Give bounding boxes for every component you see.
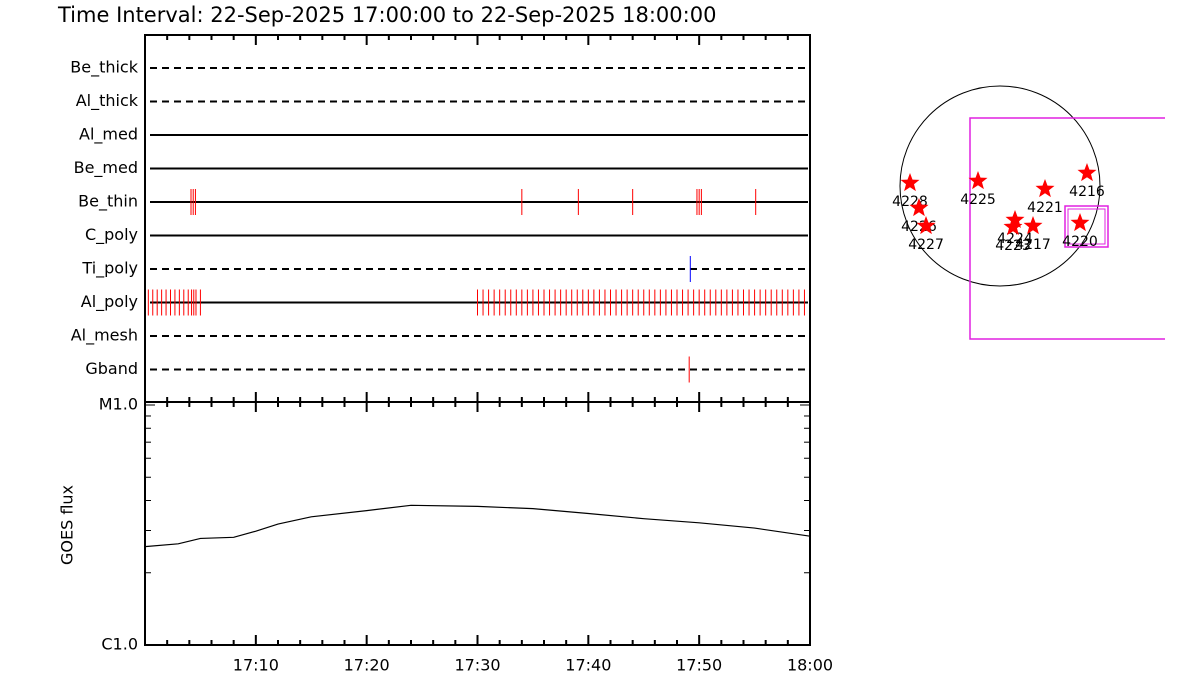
chart-title: Time Interval: 22-Sep-2025 17:00:00 to 2… (57, 3, 716, 27)
row-label: Al_poly (81, 292, 138, 312)
y-tick-label: C1.0 (101, 635, 138, 654)
x-tick-label: 17:10 (233, 656, 279, 675)
region-star (1005, 210, 1025, 228)
region-label: 4220 (1062, 234, 1098, 250)
fov-box (1064, 205, 1109, 248)
x-tick-label: 17:30 (454, 656, 500, 675)
x-tick-label: 18:00 (787, 656, 833, 675)
region-label: 4217 (1015, 237, 1051, 253)
region-star (1003, 217, 1023, 236)
row-label: Ti_poly (81, 259, 138, 279)
x-tick-label: 17:20 (344, 656, 390, 675)
region-star (900, 173, 920, 192)
region-label: 4227 (908, 237, 944, 253)
x-tick-label: 17:40 (565, 656, 611, 675)
row-label: Al_med (79, 125, 138, 145)
row-label: Be_med (74, 158, 138, 178)
region-label: 4226 (901, 219, 937, 235)
region-star (1077, 163, 1097, 182)
row-label: Al_mesh (71, 326, 138, 346)
timeline-frame (144, 34, 811, 403)
region-label: 4221 (1027, 200, 1063, 216)
region-label: 4225 (960, 192, 996, 208)
y-axis-label: GOES flux (58, 485, 77, 565)
row-label: C_poly (85, 225, 138, 245)
region-label: 4216 (1069, 184, 1105, 200)
row-label: Be_thin (78, 192, 138, 212)
row-label: Al_thick (76, 91, 139, 111)
region-star (968, 171, 988, 190)
fov-box (1067, 208, 1106, 245)
region-label: 4223 (995, 238, 1031, 254)
goes-curve (144, 504, 811, 548)
row-label: Be_thick (70, 58, 138, 78)
region-star (916, 216, 936, 235)
y-tick-label: M1.0 (99, 395, 138, 414)
region-label: 4224 (997, 231, 1033, 247)
region-star (1023, 216, 1043, 235)
row-label: Gband (85, 359, 138, 378)
region-star (1035, 179, 1055, 198)
solar-disk (899, 85, 1101, 287)
region-star (909, 198, 929, 217)
fov-box (969, 117, 1165, 340)
x-tick-label: 17:50 (676, 656, 722, 675)
region-star (1070, 213, 1090, 232)
